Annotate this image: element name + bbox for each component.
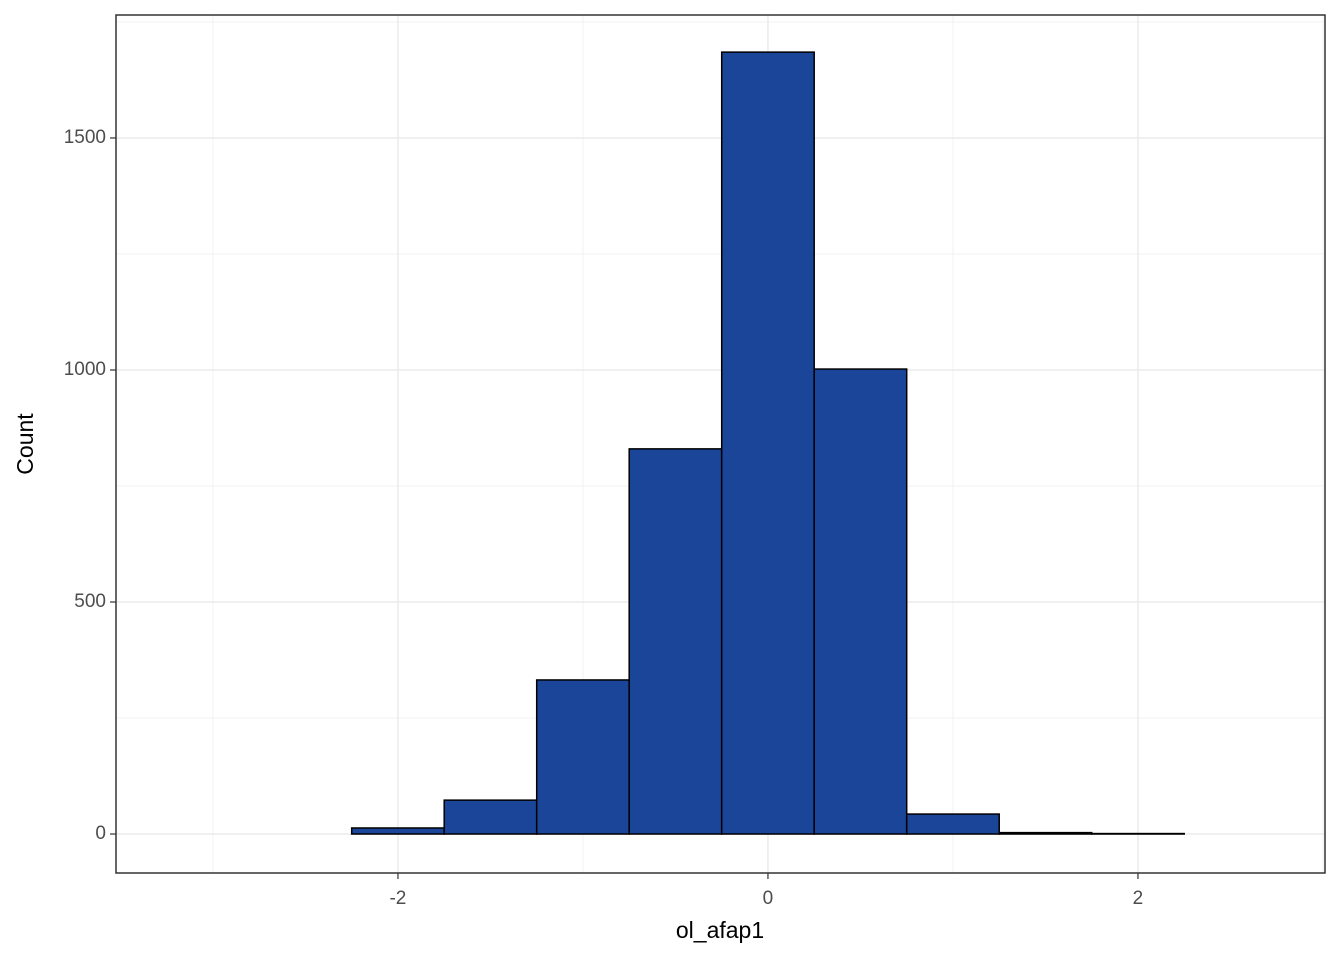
x-tick-label: 0 <box>763 888 774 909</box>
y-tick-label: 1000 <box>64 359 106 380</box>
bar <box>813 368 908 835</box>
bar <box>720 51 815 835</box>
bar <box>998 831 1093 835</box>
bar <box>350 827 445 835</box>
x-axis-title: ol_afap1 <box>676 917 764 943</box>
y-tick-label: 1500 <box>64 127 106 148</box>
bar <box>535 679 630 835</box>
bar <box>443 799 538 835</box>
y-axis-title: Count <box>12 413 38 475</box>
x-tick-label: 2 <box>1133 888 1144 909</box>
panel-border <box>115 14 1326 874</box>
y-tick-label: 500 <box>74 591 106 612</box>
x-tick-label: -2 <box>389 888 406 909</box>
bar <box>628 448 723 835</box>
y-tick-label: 0 <box>95 823 106 844</box>
bar <box>905 813 1000 835</box>
